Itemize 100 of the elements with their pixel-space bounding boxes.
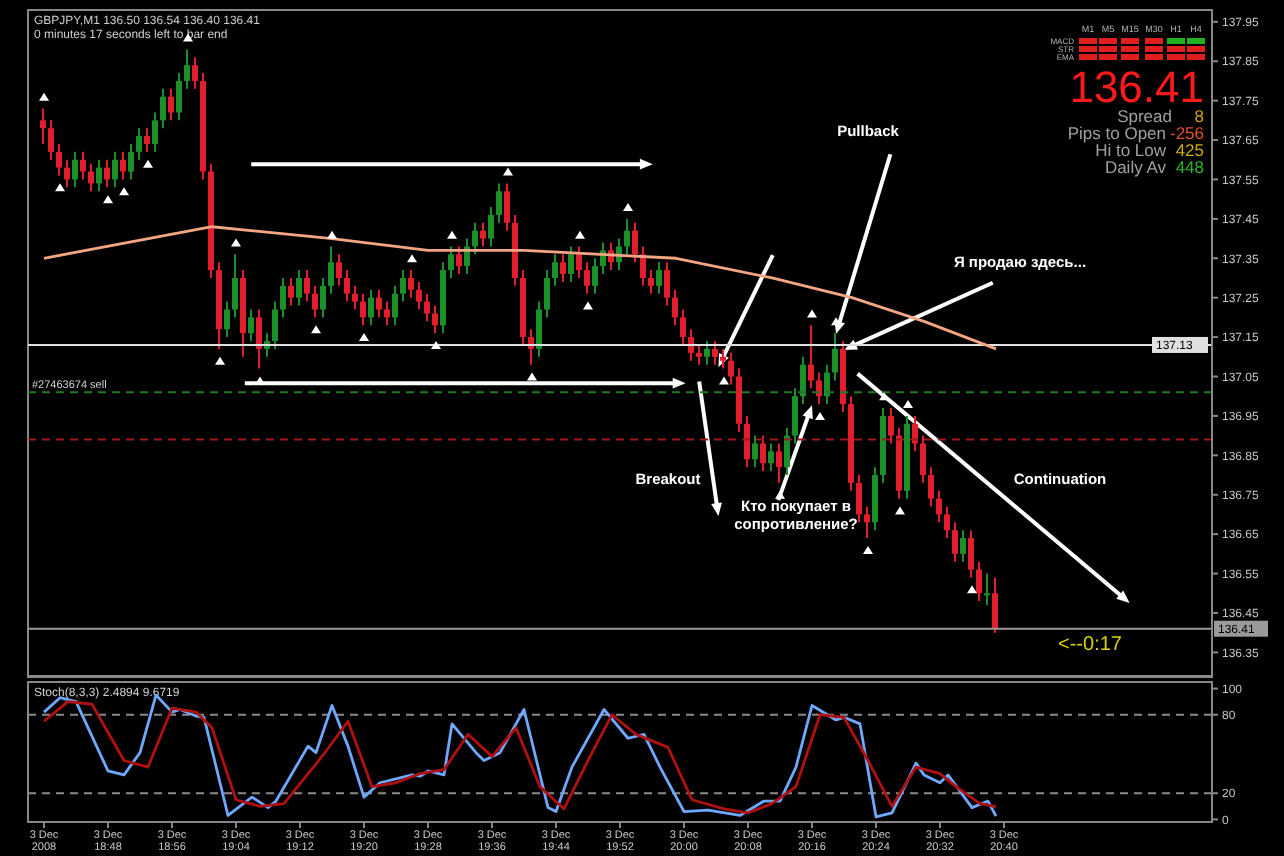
candlestick (408, 269, 414, 299)
candlestick (976, 560, 982, 603)
candlestick (864, 505, 870, 540)
candlestick (120, 150, 126, 181)
annotation: -256 (1169, 123, 1205, 143)
candlestick (784, 426, 790, 477)
point (623, 203, 633, 212)
candlestick (704, 340, 710, 366)
candlestick (776, 442, 782, 484)
candlestick (496, 182, 502, 224)
candlestick (992, 576, 998, 634)
annotation: 8 (1194, 106, 1205, 126)
point (311, 325, 321, 334)
annotation: Spread (1117, 106, 1173, 126)
candlestick (128, 142, 134, 181)
candlestick (760, 434, 766, 473)
candlestick (168, 87, 174, 122)
candlestick (368, 288, 374, 327)
candlestick (112, 150, 118, 189)
point (775, 490, 785, 499)
candlestick (40, 107, 46, 145)
candlestick (224, 300, 230, 339)
annotation: 136.41 (1069, 62, 1204, 112)
annotation: Daily Av (1104, 157, 1168, 177)
annotation: <--0:17 (1058, 634, 1123, 656)
candlestick (80, 150, 86, 181)
candlestick (176, 72, 182, 122)
point (55, 183, 65, 192)
candlestick (632, 221, 638, 264)
candlestick (448, 245, 454, 279)
candlestick (968, 529, 974, 579)
candlestick (728, 351, 734, 386)
candlestick (832, 332, 838, 382)
candlestick (288, 276, 294, 307)
candlestick (336, 253, 342, 287)
candlestick (936, 489, 942, 524)
candlestick (144, 127, 150, 153)
candlestick (536, 300, 542, 358)
candlestick (808, 324, 814, 390)
candlestick (376, 288, 382, 319)
point (447, 230, 457, 239)
candlestick (160, 87, 166, 130)
candlestick (456, 245, 462, 276)
candlestick (592, 257, 598, 295)
candlestick (400, 269, 406, 303)
point (103, 195, 113, 204)
candlestick (752, 434, 758, 469)
candlestick (816, 371, 822, 406)
candlestick (744, 414, 750, 469)
candlestick (312, 284, 318, 319)
candlestick (88, 162, 94, 193)
point (119, 187, 129, 196)
candlestick (136, 127, 142, 161)
point (807, 309, 817, 318)
candlestick (960, 529, 966, 563)
candlestick (256, 308, 262, 370)
candlestick (488, 206, 494, 248)
candlestick (272, 300, 278, 350)
point (863, 545, 873, 554)
candlestick (56, 142, 62, 177)
candlestick (856, 474, 862, 524)
point (527, 372, 537, 381)
point (215, 356, 225, 365)
point (39, 92, 49, 101)
candlestick (248, 308, 254, 343)
candlestick (544, 269, 550, 319)
candlestick (392, 284, 398, 327)
candlestick (480, 221, 486, 248)
candlestick (656, 261, 662, 295)
candlestick (72, 150, 78, 189)
candlestick (568, 245, 574, 283)
point (503, 167, 513, 176)
candlestick (664, 261, 670, 307)
point (231, 238, 241, 247)
candlestick (648, 269, 654, 295)
candlestick (824, 363, 830, 406)
candlestick (184, 48, 190, 90)
candlestick (576, 245, 582, 279)
candlestick (192, 56, 198, 90)
candlestick (352, 284, 358, 311)
point (143, 159, 153, 168)
candlestick (680, 308, 686, 346)
candlestick (696, 343, 702, 366)
candlestick (672, 288, 678, 327)
candlestick (280, 276, 286, 319)
candlestick (584, 261, 590, 295)
candlestick (944, 505, 950, 540)
candlestick (928, 466, 934, 508)
candlestick (96, 158, 102, 193)
point (815, 411, 825, 420)
point (407, 254, 417, 263)
point (359, 333, 369, 342)
candlestick (416, 280, 422, 311)
candlestick (64, 158, 70, 189)
point (895, 506, 905, 515)
annotation: Hi to Low (1095, 140, 1168, 160)
point (719, 376, 729, 385)
point (903, 400, 913, 409)
candlestick (800, 355, 806, 406)
candlestick (984, 572, 990, 607)
